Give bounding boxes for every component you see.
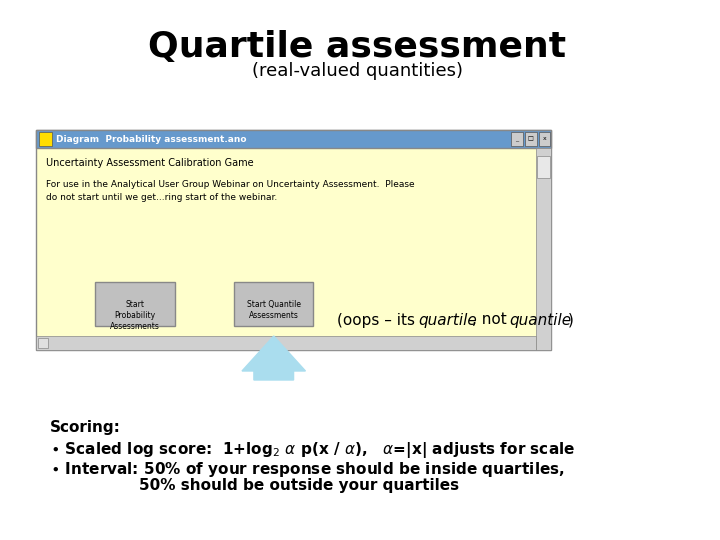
Bar bbox=[37, 338, 48, 348]
Bar bbox=[36, 130, 552, 148]
Text: ): ) bbox=[568, 313, 574, 327]
Bar bbox=[539, 132, 551, 146]
Bar bbox=[525, 132, 536, 146]
Text: quartile: quartile bbox=[418, 313, 477, 327]
Text: □: □ bbox=[528, 137, 534, 141]
Bar bbox=[536, 148, 552, 350]
Text: Uncertainty Assessment Calibration Game: Uncertainty Assessment Calibration Game bbox=[45, 158, 253, 168]
Text: x: x bbox=[543, 137, 546, 141]
Bar bbox=[234, 282, 313, 326]
Bar bbox=[536, 156, 551, 178]
Text: 50% should be outside your quartiles: 50% should be outside your quartiles bbox=[139, 478, 459, 493]
Text: _: _ bbox=[515, 137, 518, 141]
Text: quantile: quantile bbox=[510, 313, 572, 327]
Text: (real-valued quantities): (real-valued quantities) bbox=[251, 62, 462, 80]
Bar bbox=[95, 282, 174, 326]
Text: Diagram  Probability assessment.ano: Diagram Probability assessment.ano bbox=[55, 134, 246, 144]
Bar bbox=[39, 132, 52, 146]
Polygon shape bbox=[242, 336, 305, 380]
Bar bbox=[510, 132, 523, 146]
Text: Start Quantile
Assessments: Start Quantile Assessments bbox=[247, 300, 301, 320]
Text: Quartile assessment: Quartile assessment bbox=[148, 30, 566, 64]
Text: Scoring:: Scoring: bbox=[50, 420, 120, 435]
Text: For use in the Analytical User Group Webinar on Uncertainty Assessment.  Please
: For use in the Analytical User Group Web… bbox=[45, 180, 414, 201]
Bar bbox=[36, 336, 536, 350]
Text: (oops – its: (oops – its bbox=[337, 313, 420, 327]
Text: Start
Probability
Assessments: Start Probability Assessments bbox=[110, 300, 160, 331]
Text: $\bullet$ Scaled log score:  1+log$_2$ $\alpha$ p(x / $\alpha$),   $\alpha$=|x| : $\bullet$ Scaled log score: 1+log$_2$ $\… bbox=[50, 440, 575, 460]
Text: , not: , not bbox=[472, 313, 512, 327]
Text: $\bullet$ Interval: 50% of your response should be inside quartiles,: $\bullet$ Interval: 50% of your response… bbox=[50, 460, 564, 479]
Bar bbox=[36, 130, 552, 350]
